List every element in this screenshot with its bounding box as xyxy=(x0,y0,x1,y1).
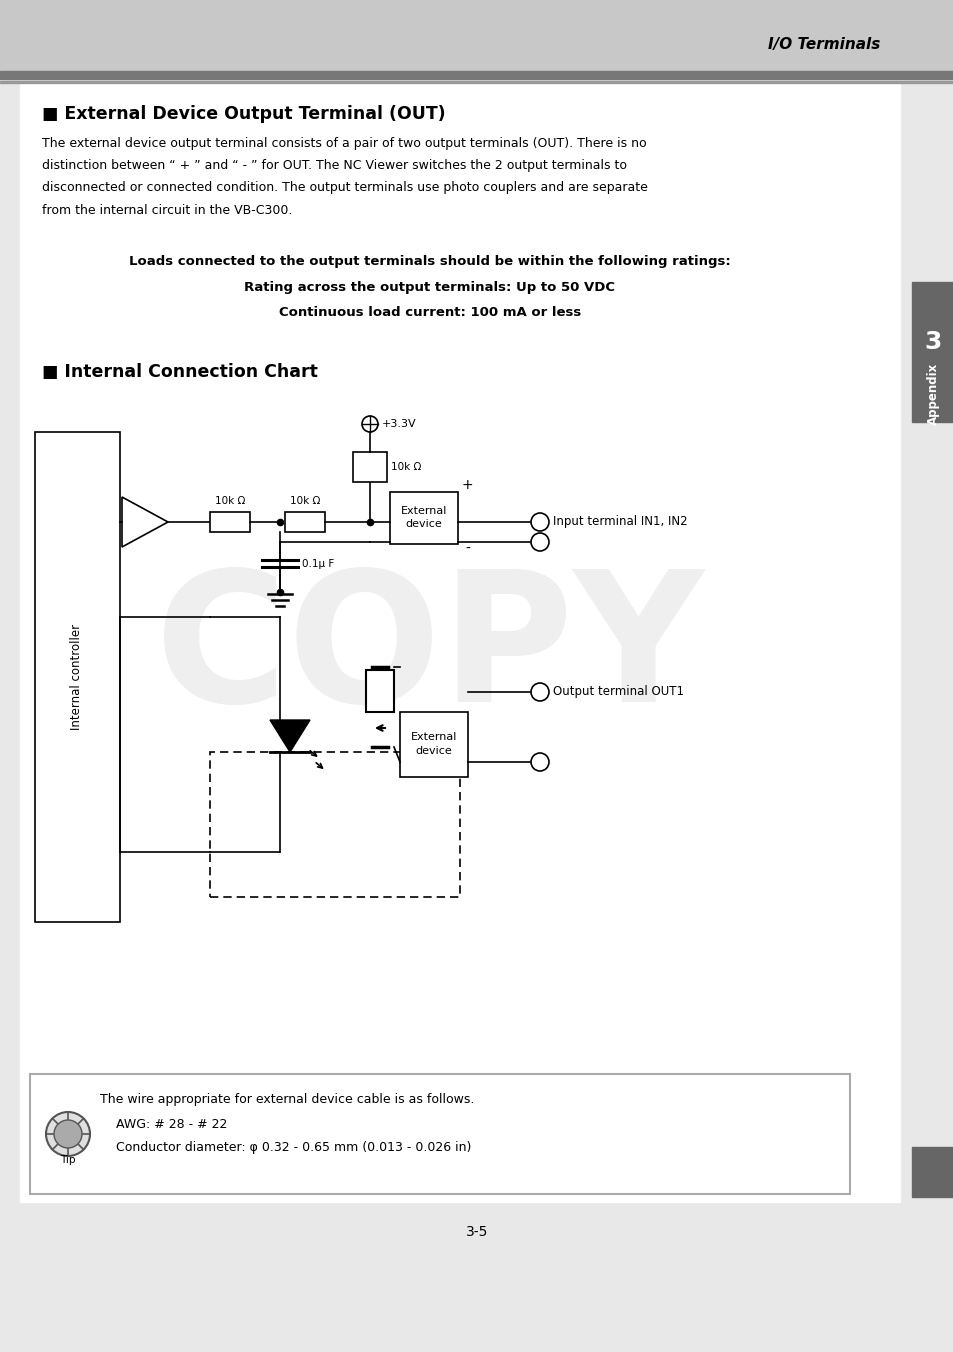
Text: from the internal circuit in the VB-C300.: from the internal circuit in the VB-C300… xyxy=(42,204,292,216)
Text: Loads connected to the output terminals should be within the following ratings:: Loads connected to the output terminals … xyxy=(129,256,730,269)
Text: +: + xyxy=(461,479,473,492)
Text: 0.1μ F: 0.1μ F xyxy=(302,558,334,569)
Bar xyxy=(353,452,387,483)
Bar xyxy=(20,84,899,1202)
Bar xyxy=(0,72,953,78)
Bar xyxy=(911,1146,953,1197)
Text: ■ Internal Connection Chart: ■ Internal Connection Chart xyxy=(42,362,317,381)
Text: +3.3V: +3.3V xyxy=(381,419,416,429)
Text: The wire appropriate for external device cable is as follows.: The wire appropriate for external device… xyxy=(100,1092,474,1106)
Bar xyxy=(0,0,953,72)
Text: Continuous load current: 100 mA or less: Continuous load current: 100 mA or less xyxy=(278,306,580,319)
Text: disconnected or connected condition. The output terminals use photo couplers and: disconnected or connected condition. The… xyxy=(42,181,647,195)
Polygon shape xyxy=(270,721,310,752)
Text: Rating across the output terminals: Up to 50 VDC: Rating across the output terminals: Up t… xyxy=(244,280,615,293)
Text: distinction between “ + ” and “ - ” for OUT. The NC Viewer switches the 2 output: distinction between “ + ” and “ - ” for … xyxy=(42,160,626,173)
Text: 10k Ω: 10k Ω xyxy=(391,462,421,472)
Text: device: device xyxy=(416,746,452,757)
Text: Internal controller: Internal controller xyxy=(71,623,84,730)
Text: 10k Ω: 10k Ω xyxy=(290,496,320,506)
Text: Tip: Tip xyxy=(60,1155,75,1165)
Text: 3: 3 xyxy=(923,330,941,354)
Text: COPY: COPY xyxy=(155,564,703,740)
Text: Output terminal OUT1: Output terminal OUT1 xyxy=(553,685,683,699)
Circle shape xyxy=(46,1111,90,1156)
Bar xyxy=(0,81,953,82)
Bar xyxy=(911,283,953,422)
Text: I/O Terminals: I/O Terminals xyxy=(767,37,879,51)
Bar xyxy=(390,492,457,544)
Bar xyxy=(210,512,250,531)
Text: The external device output terminal consists of a pair of two output terminals (: The external device output terminal cons… xyxy=(42,138,646,150)
Text: Conductor diameter: φ 0.32 - 0.65 mm (0.013 - 0.026 in): Conductor diameter: φ 0.32 - 0.65 mm (0.… xyxy=(116,1141,471,1155)
Bar xyxy=(35,433,120,922)
Text: 10k Ω: 10k Ω xyxy=(214,496,245,506)
Circle shape xyxy=(54,1119,82,1148)
Text: device: device xyxy=(405,519,442,529)
Text: 3-5: 3-5 xyxy=(465,1225,488,1238)
Bar xyxy=(30,1073,849,1194)
Bar xyxy=(285,512,325,531)
Bar xyxy=(210,752,459,896)
Text: External: External xyxy=(400,506,447,516)
Text: -: - xyxy=(464,542,470,556)
Text: External: External xyxy=(411,731,456,741)
Text: Input terminal IN1, IN2: Input terminal IN1, IN2 xyxy=(553,515,687,529)
Text: AWG: # 28 - # 22: AWG: # 28 - # 22 xyxy=(116,1118,227,1130)
Bar xyxy=(399,713,468,777)
Text: Appendix: Appendix xyxy=(925,362,939,425)
Bar xyxy=(366,671,394,713)
Text: ■ External Device Output Terminal (OUT): ■ External Device Output Terminal (OUT) xyxy=(42,105,445,123)
